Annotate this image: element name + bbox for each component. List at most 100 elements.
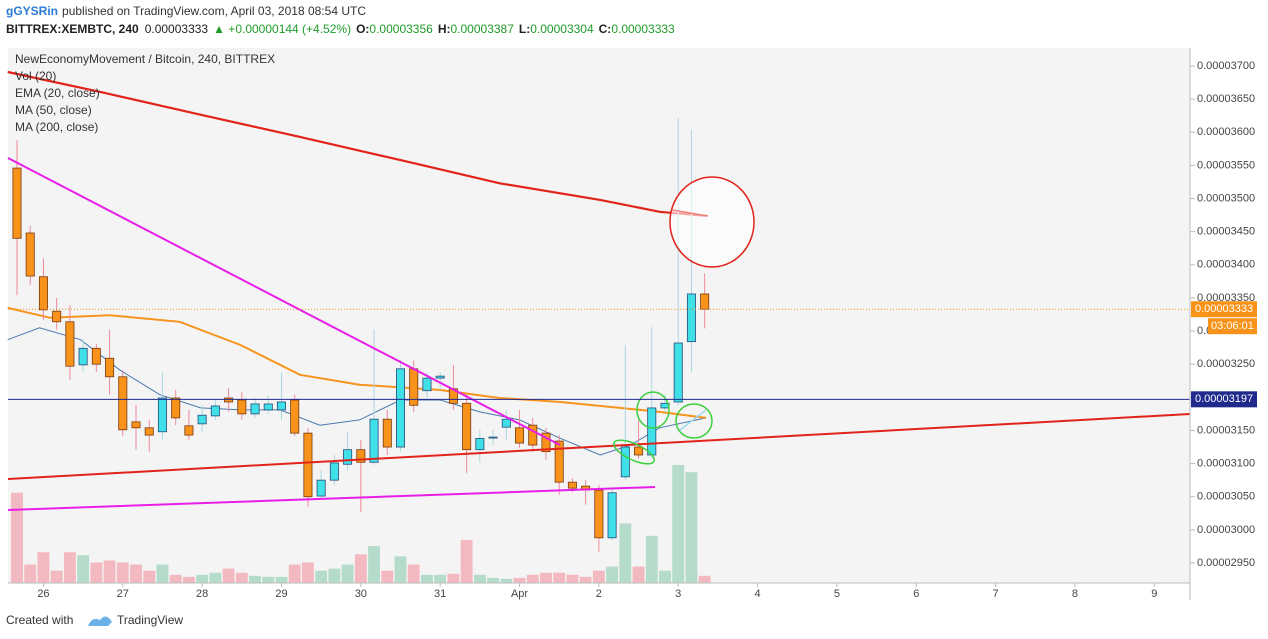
volume-bar <box>90 562 103 583</box>
countdown-label: 03:06:01 <box>1211 320 1254 332</box>
circle-annotation <box>675 403 713 439</box>
candle-body <box>237 399 247 415</box>
volume-bar <box>50 570 63 583</box>
candle-body <box>435 375 445 379</box>
candle-body <box>250 403 260 415</box>
y-tick-label: 0.00003250 <box>1197 358 1255 370</box>
x-tick-label: 5 <box>834 588 840 600</box>
candle-body <box>567 481 577 489</box>
candle-body <box>620 446 630 478</box>
tradingview-logo <box>88 616 112 626</box>
candle-body <box>25 232 35 277</box>
candle-body <box>501 418 511 428</box>
ohlc-label: C: <box>599 22 612 36</box>
y-tick-label: 0.00003050 <box>1197 491 1255 503</box>
candle-body <box>329 462 339 481</box>
y-tick-label: 0.00003550 <box>1197 159 1255 171</box>
price-label: 0.00003333 <box>1195 303 1253 315</box>
candle-body <box>131 421 141 429</box>
volume-bar <box>130 564 142 583</box>
volume-bar <box>381 570 394 583</box>
candle-body <box>356 449 366 463</box>
moving-average-line <box>7 327 707 456</box>
moving-average-line <box>7 306 707 419</box>
candle-body <box>12 167 22 239</box>
footer-brand[interactable]: TradingView <box>117 613 183 627</box>
candle-body <box>78 347 88 366</box>
volume-bar <box>103 560 116 583</box>
circle-annotation <box>636 391 670 429</box>
ohlc-value: 0.00003304 <box>530 22 594 36</box>
candle-body <box>276 401 286 411</box>
candle-body <box>475 438 485 451</box>
candle-body <box>700 293 710 310</box>
header-line-1: gGYSRin published on TradingView.com, Apr… <box>6 4 366 18</box>
candle-body <box>65 321 75 367</box>
circle-annotation <box>613 439 655 465</box>
candle-body <box>396 368 406 448</box>
candle-body <box>528 424 538 446</box>
candle-body <box>184 425 194 436</box>
volume-bar <box>500 578 513 583</box>
candle-body <box>488 436 498 439</box>
volume-bar <box>222 568 235 583</box>
author[interactable]: gGYSRin <box>6 4 58 18</box>
x-tick-label: 28 <box>196 588 208 600</box>
ohlc-label: O: <box>356 22 369 36</box>
candle-body <box>303 432 313 498</box>
candle-body <box>647 407 657 456</box>
volume-bar <box>632 566 645 583</box>
candle-body <box>382 418 392 448</box>
volume-bar <box>156 564 169 583</box>
volume-bar <box>209 572 222 583</box>
x-tick-label: 29 <box>275 588 287 600</box>
volume-bar <box>235 572 248 583</box>
volume-bar <box>685 472 698 583</box>
volume-bar <box>394 556 407 583</box>
header-line-2: BITTREX:XEMBTC, 240 0.00003333 ▲ +0.000001… <box>6 22 675 36</box>
candle-body <box>38 276 48 311</box>
volume-bar <box>63 552 76 583</box>
x-tick-label: 3 <box>675 588 681 600</box>
published: published on TradingView.com, April 03, … <box>62 4 366 18</box>
volume-bar <box>196 574 209 583</box>
legend-entry: EMA (20, close) <box>15 86 100 100</box>
volume-bar <box>407 564 420 583</box>
candle-body <box>144 427 154 436</box>
chart-title: NewEconomyMovement / Bitcoin, 240, BITTR… <box>15 52 275 66</box>
candle-body <box>634 446 644 456</box>
volume-bar <box>341 564 354 583</box>
ohlc-value: 0.00003333 <box>611 22 675 36</box>
y-tick-label: 0.00003150 <box>1197 424 1255 436</box>
x-tick-label: 6 <box>913 588 919 600</box>
x-tick-label: 8 <box>1072 588 1078 600</box>
candle-body <box>422 377 432 392</box>
volume-bar <box>698 575 711 583</box>
x-tick-label: 31 <box>434 588 446 600</box>
candle-body <box>52 310 62 323</box>
price-label: 0.00003197 <box>1195 393 1253 405</box>
line-annotation <box>679 409 707 431</box>
volume-bar <box>182 576 195 583</box>
volume-bar <box>420 574 433 583</box>
volume-bar <box>553 572 566 583</box>
volume-bar <box>354 554 367 583</box>
countdown-box <box>1208 318 1257 335</box>
volume-bar <box>579 576 592 583</box>
volume-bar <box>143 570 156 583</box>
legend-volume: Vol (20) <box>15 69 56 83</box>
volume-bar <box>566 574 579 583</box>
y-tick-label: 0.00003600 <box>1197 126 1255 138</box>
x-tick-label: 30 <box>355 588 367 600</box>
candle-body <box>224 397 234 403</box>
volume-bar <box>473 574 486 583</box>
candle-body <box>263 403 273 411</box>
y-tick-label: 0.00003100 <box>1197 458 1255 470</box>
volume-bar <box>460 539 473 583</box>
candle-body <box>118 376 128 431</box>
legend-entry: MA (200, close) <box>15 120 98 134</box>
ohlc-label: L: <box>519 22 530 36</box>
candle-body <box>673 342 683 403</box>
price-label-box <box>1191 301 1257 318</box>
